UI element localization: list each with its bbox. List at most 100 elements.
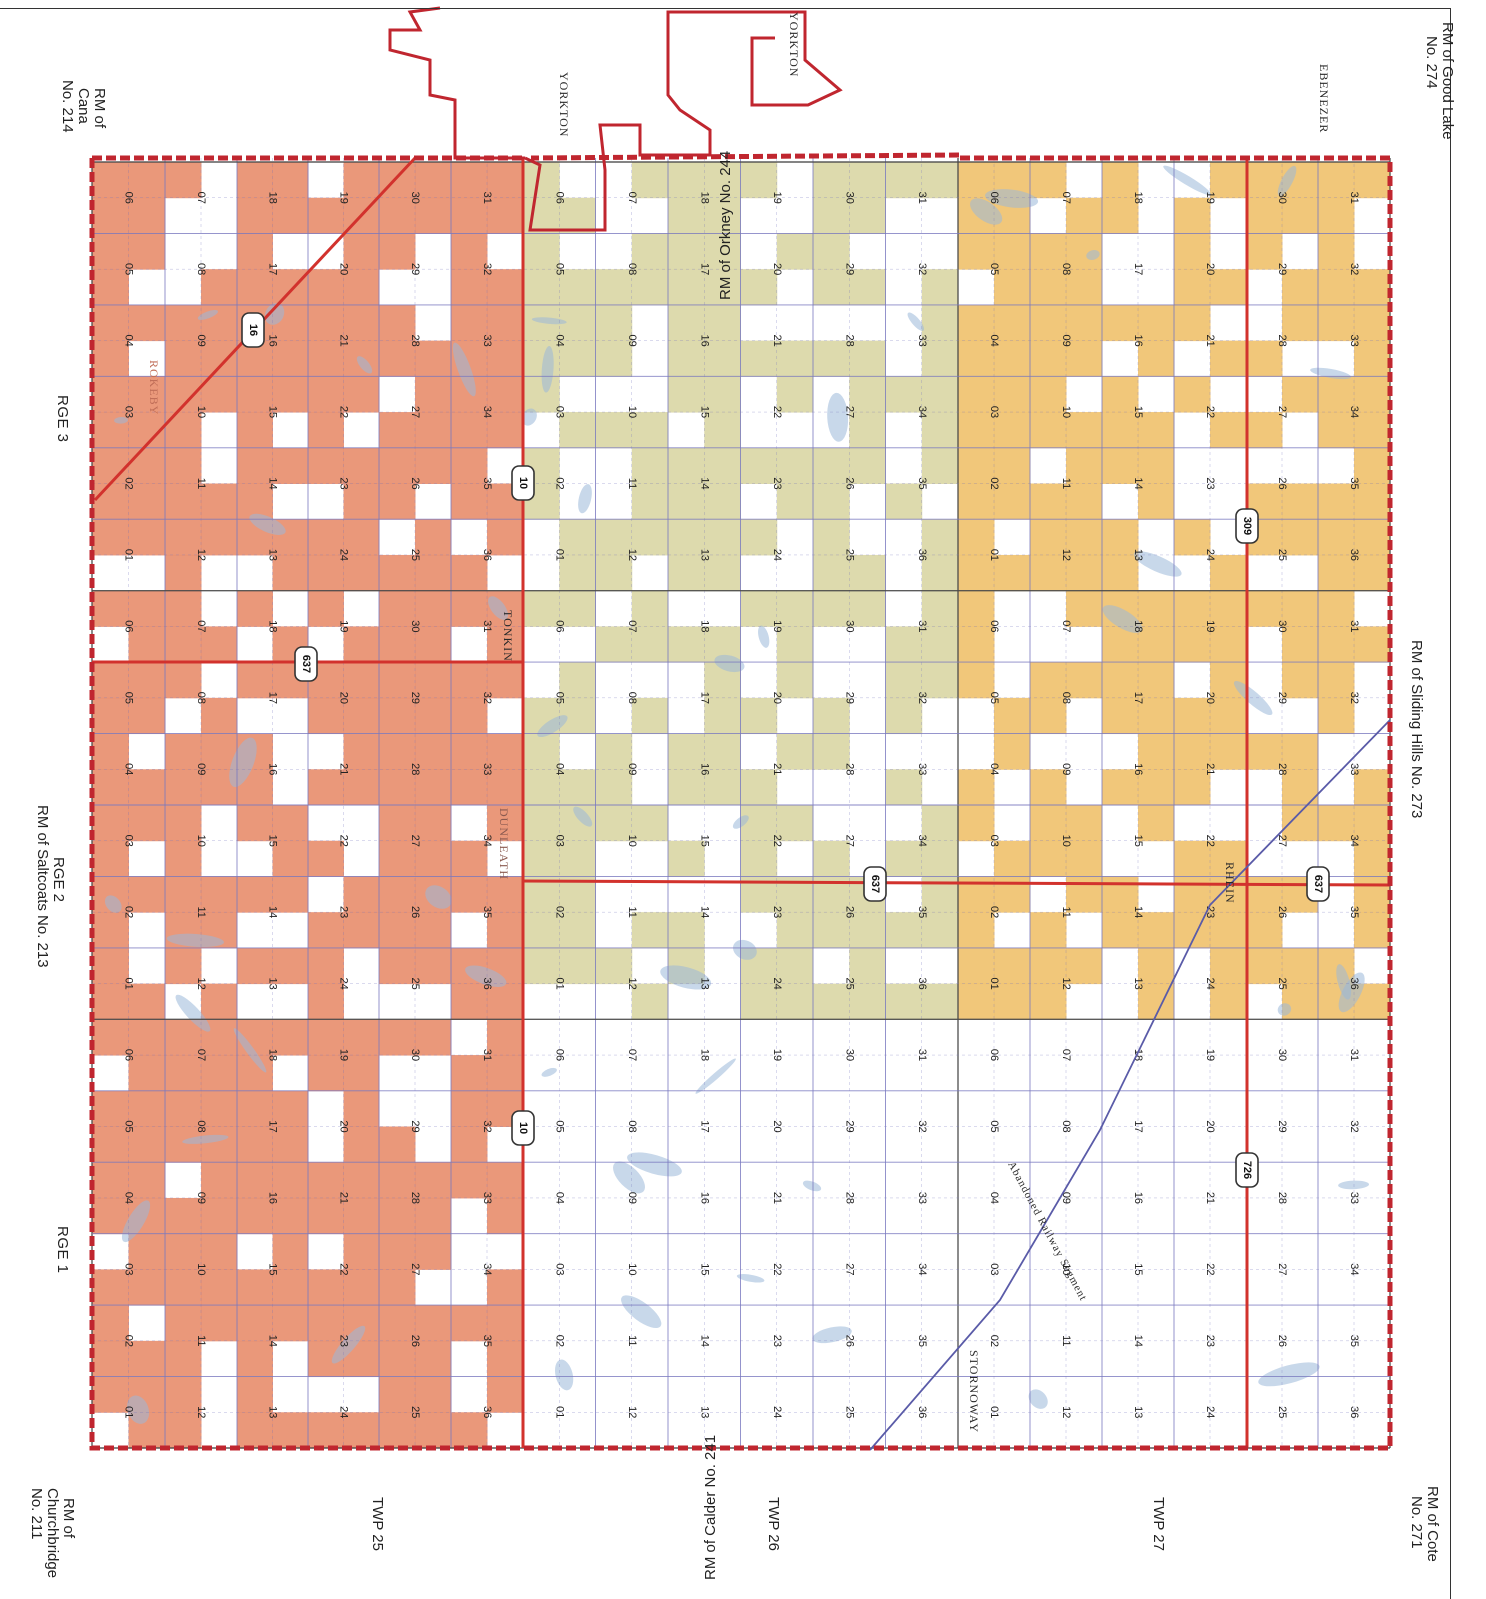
range-label-rge1: RGE 1 bbox=[54, 1226, 71, 1274]
parcel-quarter bbox=[1282, 590, 1319, 627]
parcel-quarter bbox=[343, 376, 380, 413]
slough bbox=[573, 806, 593, 827]
parcel-quarter bbox=[595, 769, 633, 806]
parcel-quarter bbox=[813, 983, 850, 1020]
parcel-quarter bbox=[631, 912, 669, 949]
parcel-quarter bbox=[1354, 162, 1391, 199]
parcel-quarter bbox=[92, 1019, 129, 1056]
highway-10-shield-number: 10 bbox=[517, 1122, 529, 1134]
highway-726-shield-number: 726 bbox=[1241, 1161, 1253, 1179]
section-number: 11 bbox=[195, 1335, 207, 1346]
parcel-quarter bbox=[343, 912, 380, 949]
section-number: 32 bbox=[916, 1120, 928, 1132]
parcel-quarter bbox=[92, 1126, 129, 1163]
section-number: 04 bbox=[988, 1192, 1000, 1204]
section-number: 16 bbox=[267, 1192, 279, 1204]
parcel-quarter bbox=[128, 483, 166, 520]
parcel-quarter bbox=[994, 697, 1031, 735]
parcel-quarter bbox=[237, 197, 273, 234]
parcel-quarter bbox=[813, 197, 850, 234]
section-number: 03 bbox=[988, 1263, 1000, 1275]
section-number: 14 bbox=[698, 1335, 710, 1347]
parcel-quarter bbox=[1030, 840, 1067, 877]
parcel-quarter bbox=[128, 1126, 166, 1163]
parcel-quarter bbox=[1138, 912, 1175, 949]
section-number: 29 bbox=[1276, 692, 1288, 704]
parcel-quarter bbox=[813, 519, 850, 556]
parcel-quarter bbox=[92, 1305, 129, 1342]
parcel-quarter bbox=[1354, 554, 1391, 592]
section-number: 17 bbox=[267, 692, 279, 704]
parcel-quarter bbox=[415, 805, 452, 842]
parcel-quarter bbox=[272, 840, 309, 877]
parcel-quarter bbox=[237, 1376, 273, 1413]
parcel-quarter bbox=[415, 1162, 452, 1199]
section-number: 16 bbox=[267, 763, 279, 775]
parcel-quarter bbox=[958, 483, 995, 520]
section-number: 13 bbox=[1132, 1406, 1144, 1418]
section-number: 08 bbox=[1060, 692, 1072, 704]
section-number: 18 bbox=[267, 620, 279, 632]
parcel-quarter bbox=[1174, 269, 1211, 306]
parcel-quarter bbox=[668, 197, 705, 234]
parcel-quarter bbox=[523, 340, 560, 377]
section-number: 29 bbox=[409, 263, 421, 275]
parcel-quarter bbox=[668, 769, 705, 806]
parcel-quarter bbox=[1246, 162, 1283, 199]
parcel-quarter bbox=[308, 554, 344, 592]
section-number: 33 bbox=[1348, 763, 1360, 775]
parcel-quarter bbox=[379, 1019, 416, 1056]
section-number: 05 bbox=[988, 1120, 1000, 1132]
parcel-quarter bbox=[1030, 519, 1067, 556]
parcel-quarter bbox=[1174, 733, 1211, 770]
parcel-quarter bbox=[958, 626, 995, 663]
parcel-quarter bbox=[201, 269, 238, 306]
section-number: 16 bbox=[1132, 1192, 1144, 1204]
parcel-quarter bbox=[308, 1197, 344, 1235]
section-number: 01 bbox=[988, 549, 1000, 561]
parcel-quarter bbox=[379, 1126, 416, 1163]
parcel-quarter bbox=[1174, 697, 1211, 735]
section-number: 24 bbox=[338, 1406, 350, 1418]
section-number: 29 bbox=[409, 1120, 421, 1132]
slough bbox=[521, 408, 537, 426]
parcel-quarter bbox=[523, 947, 560, 985]
slough bbox=[264, 303, 285, 325]
parcel-quarter bbox=[921, 983, 959, 1020]
section-number: 12 bbox=[195, 977, 207, 989]
section-number: 32 bbox=[1348, 692, 1360, 704]
place-tonkin: TONKIN bbox=[501, 610, 515, 662]
parcel-quarter bbox=[1246, 876, 1283, 913]
section-number: 08 bbox=[1060, 263, 1072, 275]
parcel-quarter bbox=[1210, 840, 1247, 877]
parcel-quarter bbox=[128, 304, 166, 342]
parcel-quarter bbox=[128, 983, 166, 1020]
parcel-quarter bbox=[237, 1305, 273, 1342]
parcel-quarter bbox=[487, 983, 524, 1020]
section-number: 18 bbox=[698, 192, 710, 204]
parcel-quarter bbox=[343, 1090, 380, 1127]
section-number: 28 bbox=[843, 1192, 855, 1204]
parcel-quarter bbox=[595, 805, 633, 842]
parcel-quarter bbox=[958, 340, 995, 377]
slough bbox=[1338, 972, 1365, 1013]
parcel-quarter bbox=[451, 483, 488, 520]
parcel-quarter bbox=[165, 947, 202, 985]
parcel-quarter bbox=[631, 519, 669, 556]
parcel-quarter bbox=[958, 912, 995, 949]
section-number: 17 bbox=[267, 1120, 279, 1132]
section-number: 28 bbox=[1276, 1192, 1288, 1204]
highway-637-shield-number: 637 bbox=[300, 655, 312, 673]
parcel-quarter bbox=[415, 1412, 452, 1449]
parcel-quarter bbox=[776, 447, 814, 484]
section-number: 30 bbox=[843, 1049, 855, 1061]
parcel-quarter bbox=[1102, 197, 1139, 234]
slough bbox=[1258, 1362, 1320, 1387]
parcel-quarter bbox=[272, 554, 309, 592]
parcel-quarter bbox=[1354, 412, 1391, 449]
section-number: 06 bbox=[123, 192, 135, 204]
section-number: 21 bbox=[1204, 1192, 1216, 1204]
parcel-quarter bbox=[1282, 197, 1319, 234]
section-number: 09 bbox=[626, 334, 638, 346]
section-number: 03 bbox=[988, 835, 1000, 847]
